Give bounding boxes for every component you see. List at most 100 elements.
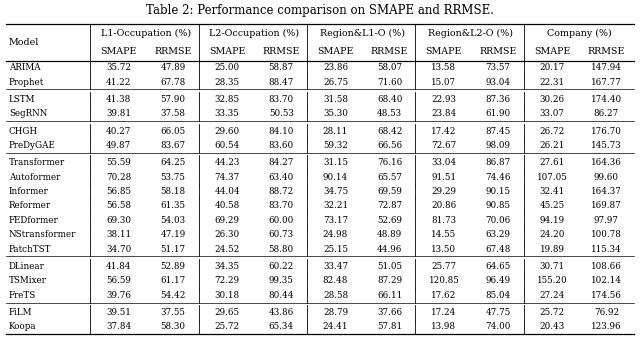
Text: 33.07: 33.07 bbox=[540, 109, 564, 118]
Text: 74.37: 74.37 bbox=[214, 173, 239, 181]
Text: 43.86: 43.86 bbox=[269, 308, 294, 317]
Text: 25.15: 25.15 bbox=[323, 245, 348, 254]
Text: Prophet: Prophet bbox=[9, 78, 44, 87]
Text: 72.29: 72.29 bbox=[214, 277, 239, 285]
Text: 69.59: 69.59 bbox=[377, 187, 402, 196]
Text: FreTS: FreTS bbox=[9, 291, 36, 300]
Text: 40.58: 40.58 bbox=[214, 202, 239, 210]
Text: 59.32: 59.32 bbox=[323, 141, 348, 150]
Text: 60.22: 60.22 bbox=[269, 262, 294, 271]
Text: 67.48: 67.48 bbox=[485, 245, 511, 254]
Text: 64.25: 64.25 bbox=[160, 158, 186, 167]
Text: 48.89: 48.89 bbox=[377, 230, 403, 239]
Text: 28.58: 28.58 bbox=[323, 291, 348, 300]
Text: 73.17: 73.17 bbox=[323, 216, 348, 225]
Text: 176.70: 176.70 bbox=[591, 127, 622, 135]
Text: Koopa: Koopa bbox=[9, 323, 36, 331]
Text: 51.05: 51.05 bbox=[377, 262, 402, 271]
Text: 34.70: 34.70 bbox=[106, 245, 131, 254]
Text: 17.42: 17.42 bbox=[431, 127, 456, 135]
Text: 47.89: 47.89 bbox=[160, 63, 186, 72]
Text: 39.81: 39.81 bbox=[106, 109, 131, 118]
Text: 34.75: 34.75 bbox=[323, 187, 348, 196]
Text: 83.70: 83.70 bbox=[269, 95, 294, 104]
Text: 41.22: 41.22 bbox=[106, 78, 131, 87]
Text: 24.52: 24.52 bbox=[214, 245, 239, 254]
Text: 102.14: 102.14 bbox=[591, 277, 622, 285]
Text: 63.40: 63.40 bbox=[269, 173, 294, 181]
Text: 17.24: 17.24 bbox=[431, 308, 456, 317]
Text: 19.89: 19.89 bbox=[540, 245, 564, 254]
Text: 52.89: 52.89 bbox=[161, 262, 186, 271]
Text: 30.26: 30.26 bbox=[540, 95, 565, 104]
Text: 91.51: 91.51 bbox=[431, 173, 456, 181]
Text: 27.61: 27.61 bbox=[540, 158, 565, 167]
Text: 44.23: 44.23 bbox=[214, 158, 240, 167]
Text: 44.04: 44.04 bbox=[214, 187, 240, 196]
Text: 33.04: 33.04 bbox=[431, 158, 456, 167]
Text: 74.00: 74.00 bbox=[485, 323, 511, 331]
Text: 90.85: 90.85 bbox=[486, 202, 511, 210]
Text: 164.36: 164.36 bbox=[591, 158, 622, 167]
Text: 50.53: 50.53 bbox=[269, 109, 294, 118]
Text: Table 2: Performance comparison on SMAPE and RRMSE.: Table 2: Performance comparison on SMAPE… bbox=[146, 4, 494, 17]
Text: 55.59: 55.59 bbox=[106, 158, 131, 167]
Text: LSTM: LSTM bbox=[9, 95, 35, 104]
Text: Company (%): Company (%) bbox=[547, 29, 612, 39]
Text: 115.34: 115.34 bbox=[591, 245, 622, 254]
Text: 61.35: 61.35 bbox=[161, 202, 186, 210]
Text: 40.27: 40.27 bbox=[106, 127, 131, 135]
Text: 26.30: 26.30 bbox=[214, 230, 239, 239]
Text: 23.86: 23.86 bbox=[323, 63, 348, 72]
Text: 47.75: 47.75 bbox=[486, 308, 511, 317]
Text: L1-Occupation (%): L1-Occupation (%) bbox=[100, 29, 191, 39]
Text: 167.77: 167.77 bbox=[591, 78, 622, 87]
Text: 34.35: 34.35 bbox=[214, 262, 239, 271]
Text: SMAPE: SMAPE bbox=[100, 47, 137, 56]
Text: 108.66: 108.66 bbox=[591, 262, 622, 271]
Text: 58.30: 58.30 bbox=[161, 323, 186, 331]
Text: 56.58: 56.58 bbox=[106, 202, 131, 210]
Text: 37.58: 37.58 bbox=[161, 109, 186, 118]
Text: Region&L1-O (%): Region&L1-O (%) bbox=[320, 29, 405, 39]
Text: 71.60: 71.60 bbox=[377, 78, 403, 87]
Text: 56.85: 56.85 bbox=[106, 187, 131, 196]
Text: 37.84: 37.84 bbox=[106, 323, 131, 331]
Text: 13.58: 13.58 bbox=[431, 63, 456, 72]
Text: 20.17: 20.17 bbox=[540, 63, 565, 72]
Text: 24.98: 24.98 bbox=[323, 230, 348, 239]
Text: 26.72: 26.72 bbox=[540, 127, 565, 135]
Text: 90.14: 90.14 bbox=[323, 173, 348, 181]
Text: 83.60: 83.60 bbox=[269, 141, 294, 150]
Text: 39.76: 39.76 bbox=[106, 291, 131, 300]
Text: FEDformer: FEDformer bbox=[9, 216, 59, 225]
Text: 20.86: 20.86 bbox=[431, 202, 456, 210]
Text: 24.41: 24.41 bbox=[323, 323, 348, 331]
Text: 88.72: 88.72 bbox=[269, 187, 294, 196]
Text: 30.18: 30.18 bbox=[214, 291, 239, 300]
Text: 76.16: 76.16 bbox=[377, 158, 403, 167]
Text: 67.78: 67.78 bbox=[160, 78, 186, 87]
Text: 107.05: 107.05 bbox=[537, 173, 568, 181]
Text: 57.81: 57.81 bbox=[377, 323, 402, 331]
Text: 69.30: 69.30 bbox=[106, 216, 131, 225]
Text: 174.40: 174.40 bbox=[591, 95, 622, 104]
Text: 57.90: 57.90 bbox=[161, 95, 186, 104]
Text: 28.79: 28.79 bbox=[323, 308, 348, 317]
Text: 27.24: 27.24 bbox=[540, 291, 565, 300]
Text: 69.29: 69.29 bbox=[214, 216, 239, 225]
Text: 32.21: 32.21 bbox=[323, 202, 348, 210]
Text: 23.84: 23.84 bbox=[431, 109, 456, 118]
Text: 26.75: 26.75 bbox=[323, 78, 348, 87]
Text: 56.59: 56.59 bbox=[106, 277, 131, 285]
Text: 22.31: 22.31 bbox=[540, 78, 565, 87]
Text: 66.05: 66.05 bbox=[160, 127, 186, 135]
Text: 29.60: 29.60 bbox=[214, 127, 239, 135]
Text: 22.93: 22.93 bbox=[431, 95, 456, 104]
Text: 85.04: 85.04 bbox=[486, 291, 511, 300]
Text: RRMSE: RRMSE bbox=[479, 47, 516, 56]
Text: RRMSE: RRMSE bbox=[154, 47, 191, 56]
Text: 97.97: 97.97 bbox=[594, 216, 619, 225]
Text: SMAPE: SMAPE bbox=[317, 47, 354, 56]
Text: SegRNN: SegRNN bbox=[9, 109, 47, 118]
